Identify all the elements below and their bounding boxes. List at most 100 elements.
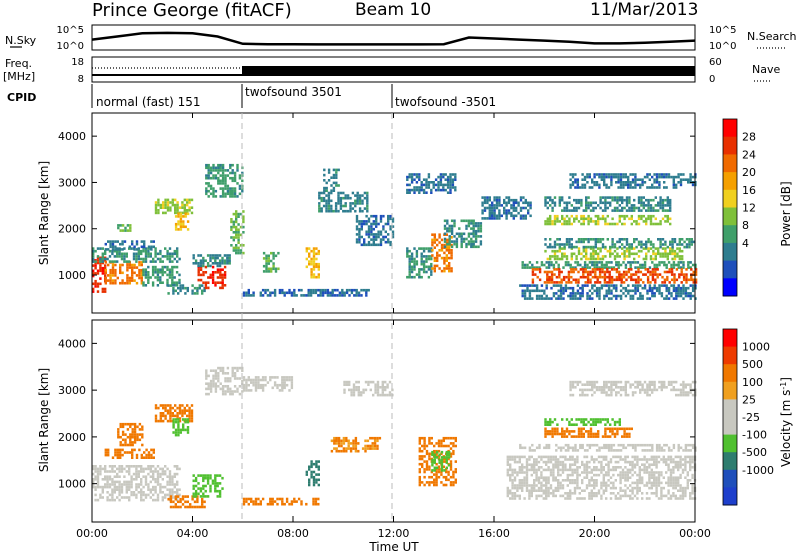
scatter-cell bbox=[517, 204, 520, 207]
scatter-cell bbox=[599, 257, 602, 261]
scatter-cell bbox=[197, 474, 200, 477]
scatter-cell bbox=[207, 169, 210, 172]
scatter-cell bbox=[542, 484, 545, 487]
scatter-cell bbox=[172, 505, 175, 509]
scatter-cell bbox=[179, 284, 182, 287]
scatter-cell bbox=[119, 422, 122, 426]
scatter-cell bbox=[214, 479, 217, 483]
scatter-cell bbox=[593, 466, 596, 469]
scatter-cell bbox=[610, 181, 613, 184]
scatter-cell bbox=[129, 229, 132, 232]
scatter-cell bbox=[549, 492, 553, 495]
scatter-cell bbox=[125, 465, 128, 468]
scatter-cell bbox=[610, 266, 613, 269]
scatter-cell bbox=[531, 263, 534, 267]
scatter-cell bbox=[443, 269, 446, 273]
scatter-cell bbox=[643, 471, 646, 474]
scatter-cell bbox=[330, 189, 333, 192]
scatter-cell bbox=[302, 294, 306, 297]
scatter-cell bbox=[537, 468, 541, 472]
scatter-cell bbox=[593, 458, 596, 461]
scatter-cell bbox=[565, 243, 569, 246]
scatter-cell bbox=[633, 257, 636, 261]
scatter-cell bbox=[454, 188, 457, 192]
scatter-cell bbox=[614, 486, 617, 490]
scatter-cell bbox=[642, 201, 645, 205]
scatter-cell bbox=[118, 491, 121, 494]
scatter-cell bbox=[391, 217, 395, 221]
scatter-cell bbox=[214, 176, 218, 180]
scatter-cell bbox=[658, 181, 661, 184]
scatter-cell bbox=[224, 379, 227, 383]
scatter-cell bbox=[104, 257, 107, 261]
scatter-cell bbox=[658, 175, 661, 179]
scatter-cell bbox=[171, 271, 174, 274]
scatter-cell bbox=[235, 251, 238, 255]
scatter-cell bbox=[652, 209, 655, 212]
scatter-cell bbox=[375, 243, 378, 247]
scatter-cell bbox=[538, 278, 542, 282]
scatter-cell bbox=[542, 468, 545, 472]
scatter-cell bbox=[224, 392, 227, 396]
scatter-cell bbox=[147, 273, 150, 277]
scatter-cell bbox=[658, 284, 661, 287]
scatter-cell bbox=[235, 220, 238, 224]
scatter-cell bbox=[682, 275, 686, 279]
scatter-cell bbox=[627, 175, 630, 179]
scatter-cell bbox=[526, 284, 529, 287]
scatter-cell bbox=[355, 380, 358, 384]
scatter-cell bbox=[513, 458, 517, 461]
scatter-cell bbox=[118, 493, 121, 497]
scatter-cell bbox=[203, 289, 206, 293]
scatter-cell bbox=[171, 406, 174, 410]
scatter-cell bbox=[219, 366, 222, 370]
scatter-cell bbox=[573, 463, 577, 466]
scatter-cell bbox=[159, 483, 162, 486]
scatter-cell bbox=[593, 266, 596, 269]
scatter-cell bbox=[181, 206, 184, 209]
scatter-cell bbox=[645, 243, 648, 246]
scatter-cell bbox=[664, 220, 667, 223]
scatter-cell bbox=[237, 249, 240, 252]
scatter-cell bbox=[591, 181, 594, 184]
scatter-cell bbox=[363, 196, 367, 200]
scatter-cell bbox=[637, 209, 641, 212]
scatter-cell bbox=[545, 481, 548, 485]
scatter-cell bbox=[118, 475, 121, 478]
scatter-cell bbox=[126, 224, 130, 227]
scatter-cell bbox=[217, 377, 220, 380]
scatter-cell bbox=[356, 202, 359, 205]
scatter-cell bbox=[373, 442, 377, 445]
scatter-cell bbox=[178, 278, 181, 282]
scatter-cell bbox=[606, 201, 609, 205]
scatter-cell bbox=[217, 366, 220, 370]
scatter-cell bbox=[202, 479, 205, 483]
scatter-cell bbox=[449, 447, 453, 450]
scatter-cell bbox=[657, 238, 660, 241]
scatter-cell bbox=[265, 264, 268, 268]
scatter-cell bbox=[344, 204, 347, 208]
scatter-cell bbox=[135, 242, 139, 246]
scatter-cell bbox=[104, 252, 107, 256]
scatter-cell bbox=[201, 289, 204, 293]
scatter-cell bbox=[607, 463, 610, 466]
scatter-cell bbox=[625, 255, 629, 258]
scatter-cell bbox=[233, 192, 237, 196]
scatter-cell bbox=[171, 412, 174, 415]
scatter-cell bbox=[233, 372, 237, 375]
scatter-cell bbox=[252, 294, 255, 297]
scatter-cell bbox=[370, 238, 373, 241]
scatter-cell bbox=[236, 182, 239, 185]
scatter-cell bbox=[169, 201, 172, 204]
freq-right-tick-bottom: 0 bbox=[709, 74, 715, 85]
scatter-cell bbox=[472, 242, 475, 246]
scatter-cell bbox=[325, 181, 328, 185]
scatter-cell bbox=[622, 273, 626, 276]
scatter-cell bbox=[453, 242, 456, 246]
scatter-cell bbox=[221, 166, 225, 170]
scatter-cell bbox=[232, 231, 235, 234]
scatter-cell bbox=[535, 286, 539, 290]
scatter-cell bbox=[169, 500, 173, 504]
scatter-cell bbox=[345, 447, 348, 450]
scatter-cell bbox=[188, 206, 191, 209]
